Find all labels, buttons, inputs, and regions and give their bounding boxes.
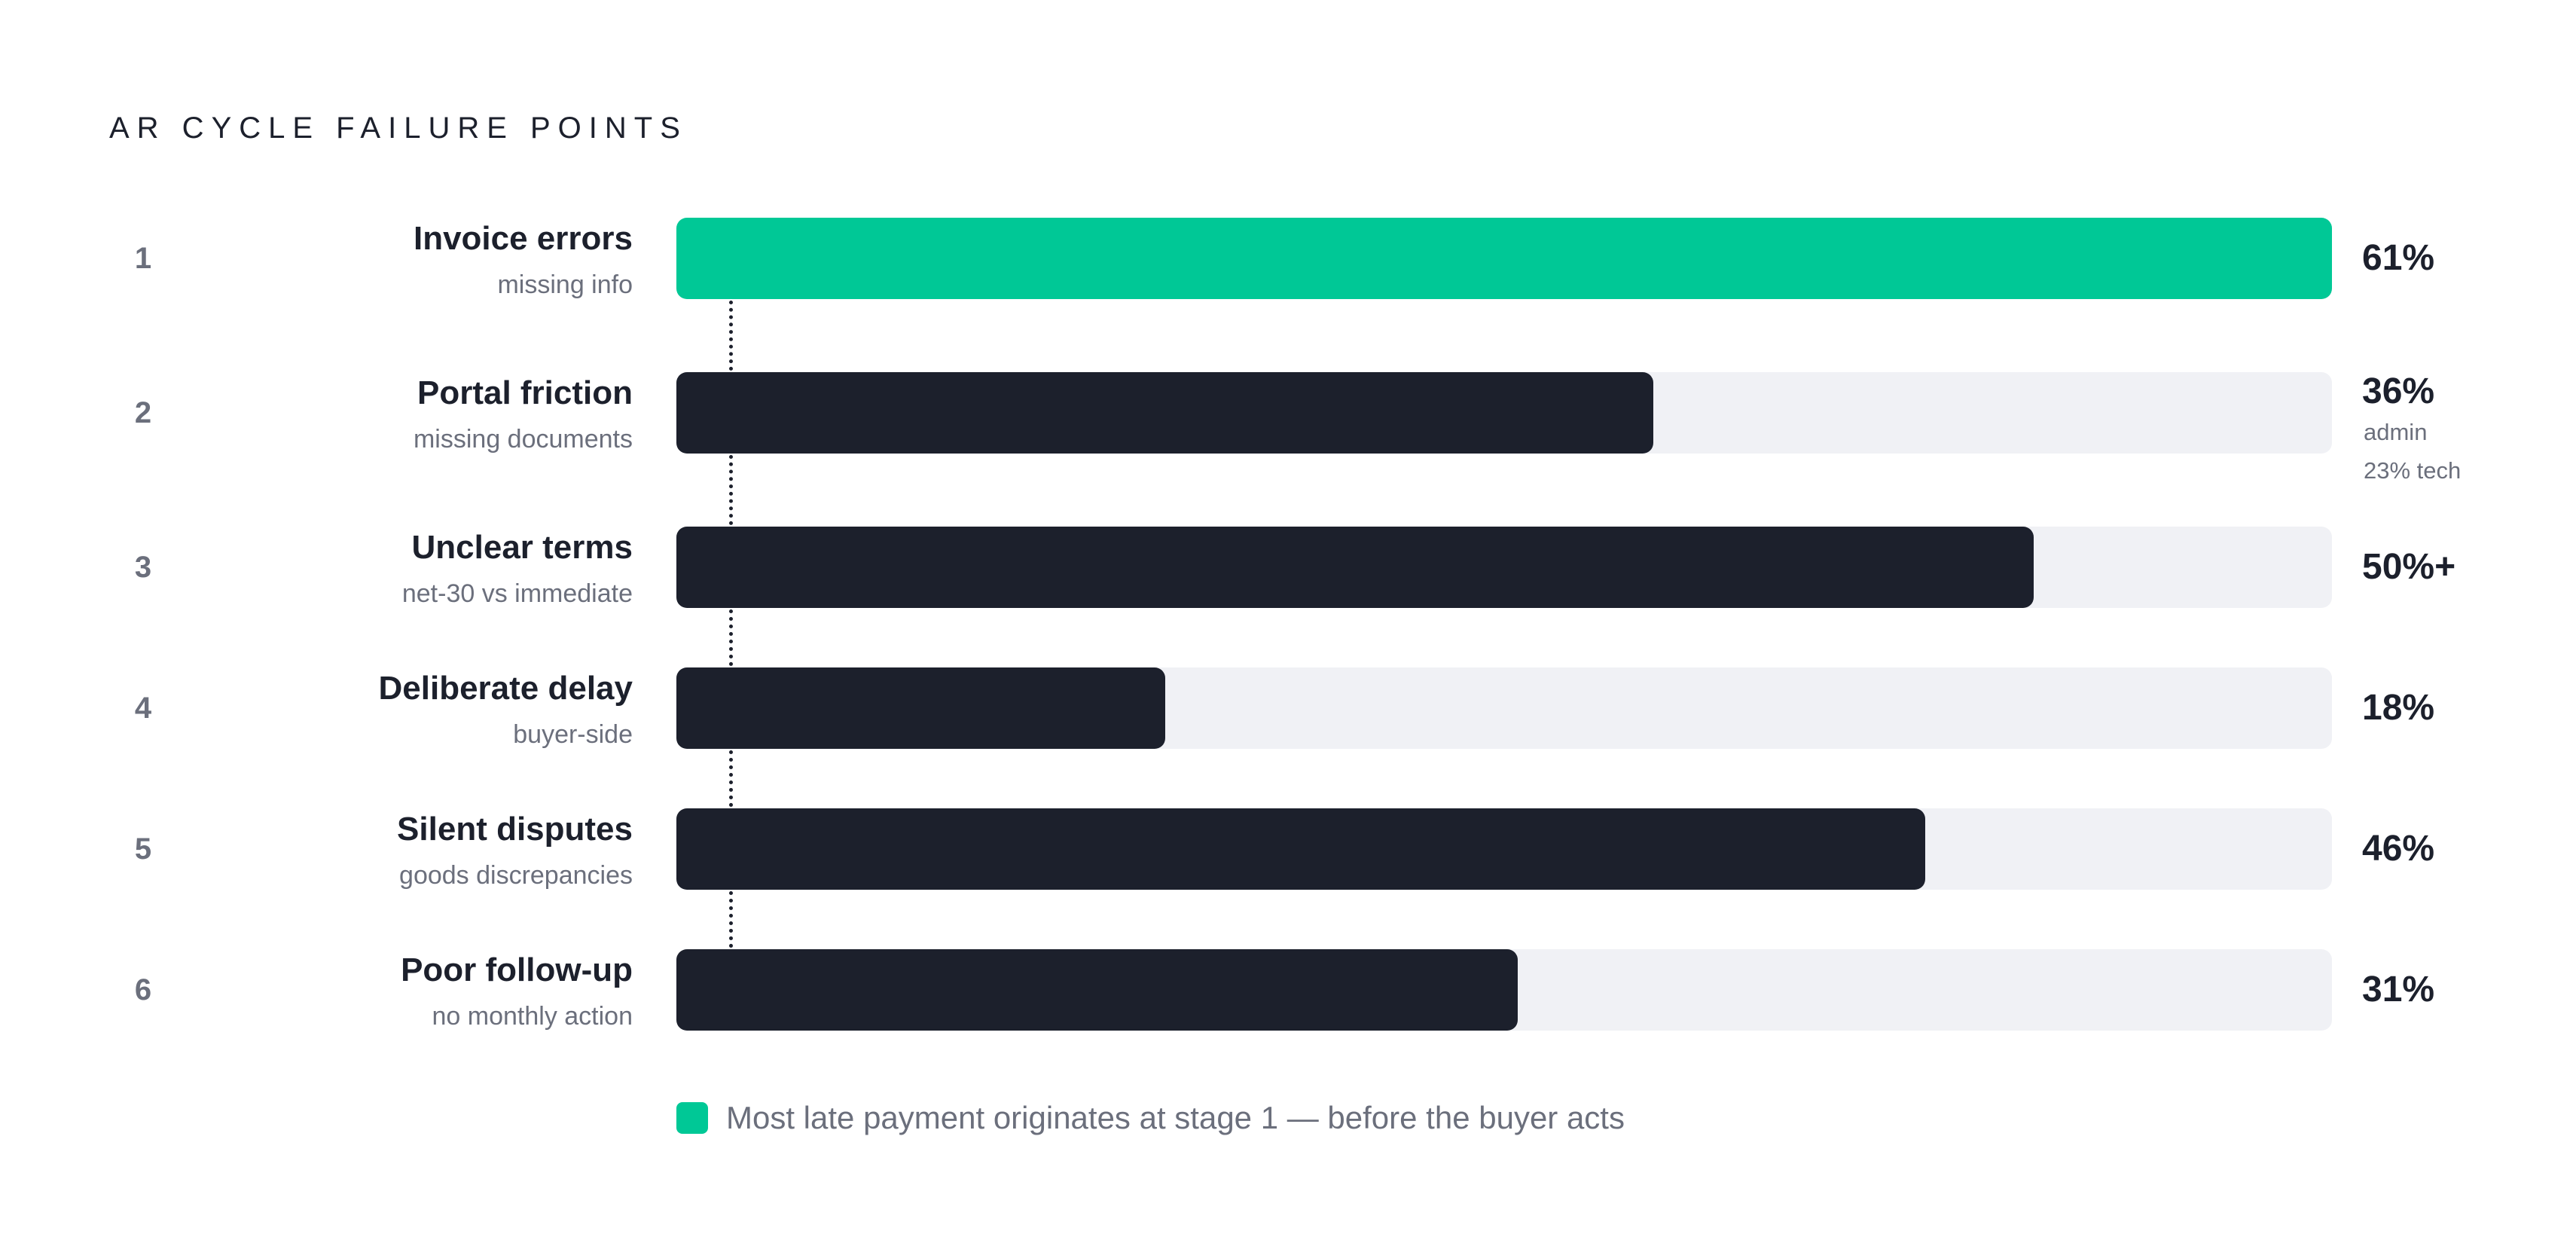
chart-title: AR CYCLE FAILURE POINTS <box>109 111 688 145</box>
stage-connector <box>729 455 733 525</box>
rank-number: 2 <box>134 396 152 429</box>
bar <box>676 667 1165 749</box>
stage-connector <box>729 891 733 948</box>
value-label: 61% <box>2362 238 2435 278</box>
category-sublabel: missing documents <box>413 425 633 454</box>
bar-track <box>676 372 2332 454</box>
stage-connector <box>729 609 733 666</box>
category-label: Invoice errors <box>413 220 633 257</box>
chart-legend: Most late payment originates at stage 1 … <box>676 1101 1625 1135</box>
category-label: Deliberate delay <box>378 670 633 707</box>
bar <box>676 949 1518 1031</box>
category-sublabel: buyer-side <box>513 720 633 749</box>
rank-number: 5 <box>134 832 152 866</box>
rank-number: 3 <box>134 551 152 584</box>
value-label: 36% <box>2362 371 2435 411</box>
category-sublabel: net-30 vs immediate <box>401 579 633 608</box>
bar <box>676 527 2034 608</box>
category-label: Portal friction <box>417 374 633 411</box>
category-sublabel: goods discrepancies <box>399 861 633 890</box>
category-label: Silent disputes <box>397 811 633 848</box>
rank-number: 4 <box>134 692 152 725</box>
value-note: admin <box>2364 419 2428 445</box>
bar-track <box>676 527 2332 608</box>
value-label: 50%+ <box>2362 547 2456 587</box>
bar-track <box>676 667 2332 749</box>
category-sublabel: no monthly action <box>432 1002 633 1031</box>
bar-track <box>676 218 2332 299</box>
category-label: Unclear terms <box>411 529 633 566</box>
bar-track <box>676 808 2332 890</box>
rank-number: 6 <box>134 973 152 1006</box>
stage-connector <box>729 750 733 807</box>
value-note: 23% tech <box>2364 457 2462 484</box>
legend-swatch <box>676 1102 708 1134</box>
value-label: 46% <box>2362 829 2435 869</box>
value-label: 31% <box>2362 970 2435 1009</box>
bar <box>676 218 2332 299</box>
bar <box>676 808 1925 890</box>
bar-track <box>676 949 2332 1031</box>
value-label: 18% <box>2362 688 2435 728</box>
stage-connector <box>729 301 733 371</box>
legend-text: Most late payment originates at stage 1 … <box>726 1100 1625 1135</box>
rank-number: 1 <box>134 242 152 275</box>
category-sublabel: missing info <box>497 270 633 299</box>
bar <box>676 372 1653 454</box>
category-label: Poor follow-up <box>401 951 633 988</box>
